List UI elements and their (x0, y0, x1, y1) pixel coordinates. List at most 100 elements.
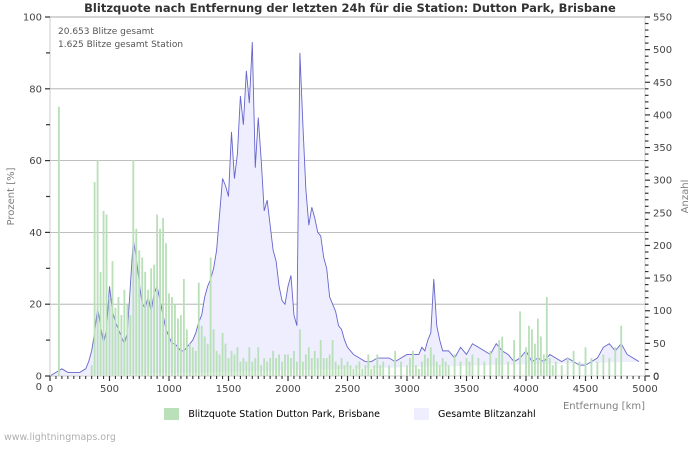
axis-origin-left-zero: 0 (36, 382, 42, 393)
bar-quote (227, 358, 230, 376)
bar-quote (388, 365, 391, 376)
bar-quote (224, 343, 227, 376)
bar-quote (156, 214, 159, 376)
bar-quote (257, 347, 260, 376)
bar-quote (251, 361, 254, 376)
annotation-station-strikes: 1.625 Blitze gesamt Station (58, 40, 183, 50)
bar-quote (370, 368, 373, 376)
tick-label-y-left: 20 (29, 300, 42, 311)
bar-quote (171, 297, 173, 376)
bar-quote (382, 361, 385, 376)
bar-quote (135, 228, 138, 376)
bar-quote (531, 329, 533, 376)
bar-quote (412, 350, 414, 376)
bar-quote (340, 358, 343, 376)
page-title: Blitzquote nach Entfernung der letzten 2… (84, 1, 616, 15)
axis-title-x: Entfernung [km] (563, 401, 645, 412)
bar-quote (99, 271, 102, 376)
bar-quote (242, 358, 245, 376)
bar-quote (542, 354, 545, 376)
tick-label-x: 500 (100, 384, 119, 395)
bar-quote (141, 257, 144, 376)
bar-quote (423, 354, 426, 376)
tick-label-y-right: 250 (653, 208, 672, 219)
legend-label-quote: Blitzquote Station Dutton Park, Brisbane (188, 408, 381, 420)
bar-quote (328, 354, 331, 376)
bar-quote (417, 368, 420, 376)
bar-quote (578, 361, 581, 376)
bar-quote (182, 279, 185, 376)
tick-label-x: 5000 (632, 384, 657, 395)
bar-quote (519, 311, 521, 376)
bar-quote (608, 358, 611, 376)
bar-quote (373, 365, 376, 376)
bar-quote (287, 354, 289, 376)
bar-quote (310, 358, 313, 376)
bar-quote (58, 106, 60, 376)
bar-quote (596, 361, 599, 376)
bar-quote (441, 358, 444, 376)
legend-swatch-quote (164, 408, 180, 420)
bar-quote (361, 368, 364, 376)
bar-quote (349, 365, 352, 376)
bar-quote (120, 314, 123, 376)
bar-quote (126, 304, 129, 376)
bar-quote (495, 358, 498, 376)
bar-group-quote (58, 106, 623, 376)
bar-quote (144, 271, 147, 376)
bar-quote (400, 361, 402, 376)
bar-quote (233, 354, 236, 376)
bar-quote (301, 361, 304, 376)
tick-label-x: 3500 (454, 384, 479, 395)
bar-quote (236, 347, 239, 376)
bar-quote (108, 297, 111, 376)
bar-quote (188, 343, 191, 376)
bar-quote (435, 361, 438, 376)
tick-label-y-left: 40 (29, 228, 42, 239)
bar-quote (584, 347, 587, 376)
bar-quote (194, 350, 197, 376)
bar-quote (468, 361, 471, 376)
bar-quote (548, 358, 551, 376)
bar-quote (212, 329, 215, 376)
bar-quote (614, 347, 617, 376)
bar-quote (272, 350, 275, 376)
bar-quote (322, 358, 325, 376)
bar-quote (307, 347, 310, 376)
bar-quote (117, 297, 120, 376)
bar-quote (179, 314, 182, 376)
legend-item-total[interactable]: Gesamte Blitzanzahl (414, 408, 536, 420)
tick-label-y-right: 100 (653, 306, 672, 317)
bar-quote (298, 329, 301, 376)
bar-quote (477, 358, 480, 376)
bar-quote (426, 358, 429, 376)
tick-label-x: 0 (47, 384, 53, 395)
bar-quote (218, 354, 221, 376)
bar-quote (513, 340, 516, 376)
bar-quote (162, 218, 164, 376)
bar-quote (534, 343, 536, 376)
bar-quote (528, 325, 530, 376)
bar-quote (96, 160, 99, 376)
tick-label-y-right: 550 (653, 13, 672, 24)
bar-quote (165, 243, 167, 376)
tick-label-y-right: 150 (653, 274, 672, 285)
bar-quote (147, 289, 150, 376)
bar-quote (489, 350, 492, 376)
bar-quote (114, 307, 117, 376)
bar-quote (278, 354, 280, 376)
tick-label-x: 3000 (394, 384, 419, 395)
bar-quote (432, 354, 435, 376)
legend-item-quote[interactable]: Blitzquote Station Dutton Park, Brisbane (164, 408, 380, 420)
bar-quote (429, 347, 432, 376)
bar-quote (174, 304, 176, 376)
bar-quote (545, 297, 548, 376)
bar-quote (379, 365, 382, 376)
bar-quote (355, 365, 358, 376)
bar-quote (507, 361, 510, 376)
bar-quote (352, 368, 355, 376)
legend-swatch-total (414, 408, 430, 420)
bar-quote (263, 358, 266, 376)
